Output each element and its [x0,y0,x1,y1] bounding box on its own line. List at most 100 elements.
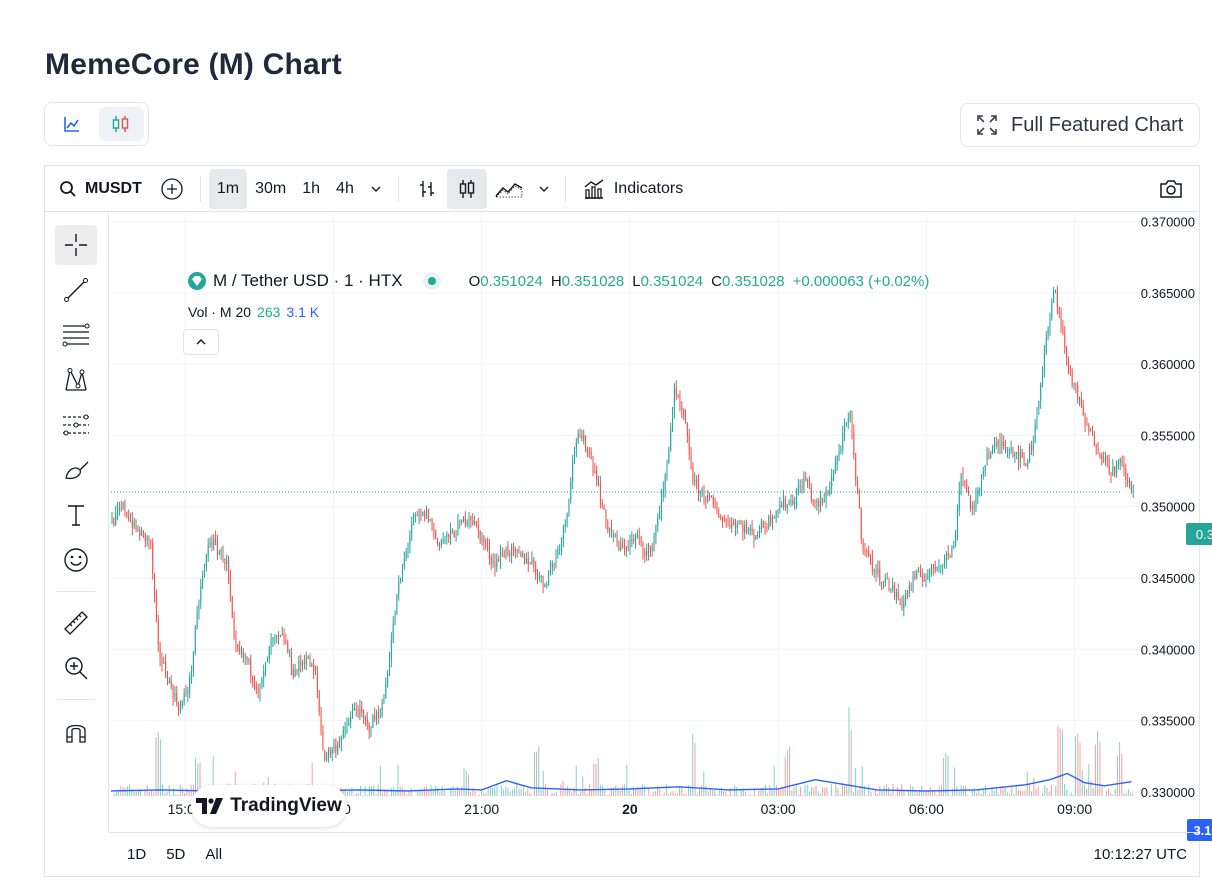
candle-body [1082,406,1084,416]
area-style-button[interactable] [487,169,531,209]
candle-body [346,725,348,727]
candle-body [514,547,516,552]
candle-body [259,684,261,693]
candle-body [252,675,254,681]
interval-1h[interactable]: 1h [302,179,321,197]
candle-body [890,589,892,591]
candle-body [128,515,130,521]
line-chart-button[interactable] [49,107,95,141]
candle-body [183,693,185,702]
candle-body [141,530,143,537]
price-chart[interactable]: 0.370000 0.365000 0.360000 0.355000 0.350000… [109,213,1199,831]
candle-body [359,707,361,716]
candle-body [459,520,461,523]
candle-body [614,534,616,536]
compare-symbol-button[interactable] [152,169,192,209]
candles-style-button[interactable] [446,168,487,209]
chevron-down-icon [371,186,381,192]
candle-body [479,530,481,541]
text-tool[interactable] [55,495,97,535]
candle-body [799,485,801,487]
candle-body [588,451,590,453]
interval-dropdown-button[interactable] [362,169,390,209]
candle-body [315,671,316,674]
candle-body [686,424,688,436]
bars-style-button[interactable] [407,169,447,209]
candle-body [912,575,914,587]
candle-body [224,561,226,564]
text-icon [68,505,84,526]
zoom-tool[interactable] [55,648,97,688]
candle-body [211,541,213,546]
candle-body [1005,446,1007,452]
screenshot-button[interactable] [1151,169,1191,209]
trend-line-tool[interactable] [55,270,97,310]
emoji-tool[interactable] [55,540,97,580]
candle-body [1001,441,1003,447]
candle-body [274,636,276,638]
candle-body [483,536,485,544]
full-featured-chart-button[interactable]: Full Featured Chart [960,103,1200,147]
candle-body [272,637,274,642]
candle-body [914,575,916,579]
candle-body [355,707,357,710]
candle-body [420,513,422,515]
candle-body [533,559,535,567]
candle-chart-button[interactable] [98,107,144,141]
brush-tool[interactable] [55,450,97,490]
candle-body [150,541,152,543]
time-axis-label: 06:00 [909,801,944,817]
candle-body [189,676,191,692]
full-featured-chart-label: Full Featured Chart [1011,113,1184,136]
interval-1m[interactable]: 1m [208,168,248,209]
candle-body [387,673,389,684]
candle-body [409,535,411,546]
magnet-tool[interactable] [55,711,97,751]
measure-tool[interactable] [55,603,97,643]
candle-body [392,623,394,641]
candle-body [979,487,981,490]
candle-body [468,516,470,522]
indicators-button[interactable]: Indicators [574,169,691,209]
crosshair-tool[interactable] [55,225,97,265]
legend-collapse-button[interactable] [183,329,219,355]
chart-style-dropdown[interactable] [531,169,557,209]
candle-body [720,517,722,520]
prediction-tool[interactable] [55,405,97,445]
pattern-tool[interactable] [55,360,97,400]
candle-body [781,504,783,508]
chart-area[interactable]: 0.370000 0.365000 0.360000 0.355000 0.350000… [109,213,1212,841]
candle-body [973,505,975,509]
candle-body [847,419,849,423]
candle-body [344,726,346,730]
candle-body [1014,454,1016,456]
range-all-button[interactable]: All [205,846,223,863]
candle-body [337,744,339,752]
candle-body [718,513,720,518]
candle-body [507,547,509,555]
open-key: O [468,272,481,290]
range-5d-button[interactable]: 5D [166,846,186,863]
interval-30m[interactable]: 30m [255,179,287,197]
candle-body [424,512,426,519]
candle-body [1012,448,1014,456]
horizontal-lines-tool[interactable] [55,315,97,355]
candle-body [736,523,738,529]
utc-clock[interactable]: 10:12:27 UTC [1093,846,1187,863]
candle-body [357,709,359,716]
symbol-search[interactable]: MUSDT [45,169,152,209]
tradingview-logo[interactable]: TradingView [191,785,347,827]
candle-body [925,578,927,582]
toolbar-divider [564,175,566,202]
candle-body [192,652,194,671]
candle-body [335,745,337,752]
candle-body [470,516,472,521]
candle-body [340,737,342,745]
candle-body [261,678,263,685]
candle-body [783,498,785,508]
range-1d-button[interactable]: 1D [127,846,147,863]
candle-body [714,504,716,507]
candle-body [170,679,172,688]
candle-body [270,641,272,647]
interval-4h[interactable]: 4h [336,179,354,197]
